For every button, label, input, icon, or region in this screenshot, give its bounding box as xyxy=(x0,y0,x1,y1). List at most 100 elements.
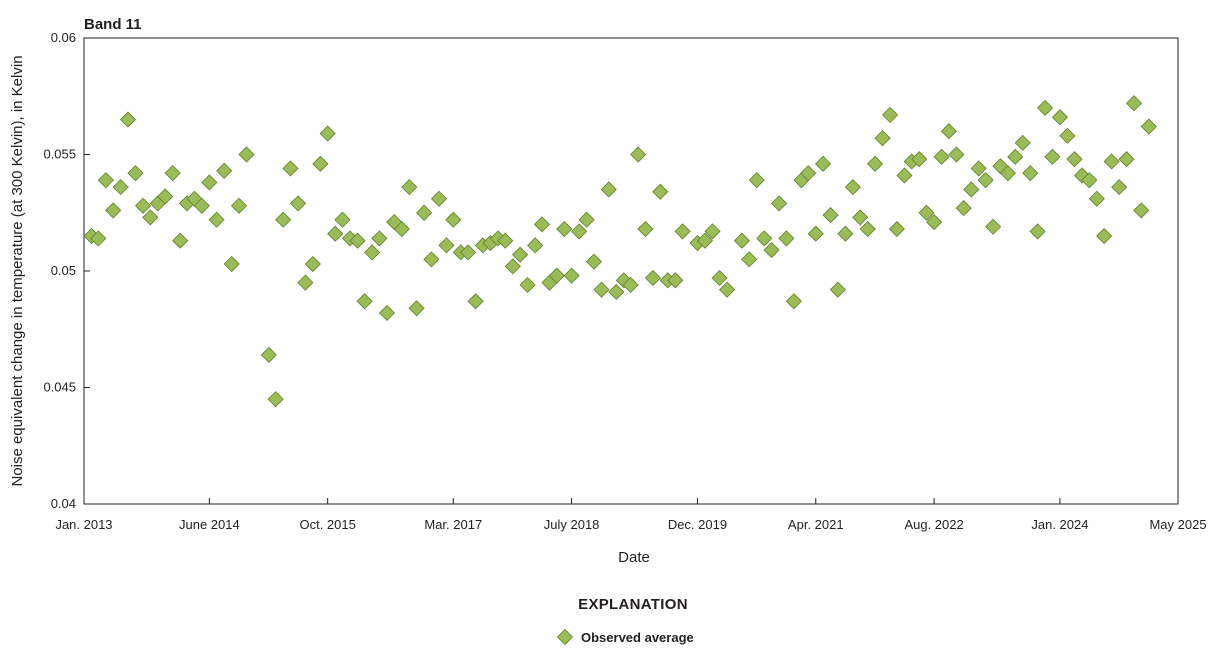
data-point xyxy=(193,197,210,214)
y-axis-title: Noise equivalent change in temperature (… xyxy=(9,55,26,486)
data-point xyxy=(230,197,248,214)
data-point xyxy=(267,391,284,408)
data-point xyxy=(356,293,373,310)
data-point xyxy=(741,251,758,268)
data-point xyxy=(814,155,832,172)
data-point xyxy=(859,220,876,238)
data-point xyxy=(127,165,144,182)
data-point xyxy=(164,165,181,182)
data-point xyxy=(807,225,824,242)
data-point xyxy=(1088,190,1105,207)
data-point xyxy=(1103,153,1120,170)
data-point xyxy=(289,195,307,212)
x-tick-label: May 2025 xyxy=(1149,517,1206,532)
data-point xyxy=(319,125,336,142)
data-point xyxy=(829,281,846,298)
data-point xyxy=(571,223,588,240)
y-tick-label: 0.05 xyxy=(51,263,76,278)
data-point xyxy=(1014,134,1031,151)
data-point xyxy=(112,179,129,196)
legend-marker-shape xyxy=(556,628,574,646)
y-tick-label: 0.06 xyxy=(51,30,76,45)
data-point xyxy=(423,251,440,268)
legend-label-observed-average: Observed average xyxy=(581,630,694,645)
data-point xyxy=(955,200,972,217)
data-point xyxy=(548,267,565,284)
data-point xyxy=(312,155,329,172)
data-point xyxy=(896,167,913,184)
data-point xyxy=(667,272,684,289)
data-point xyxy=(208,211,225,228)
data-point xyxy=(527,237,544,254)
data-point xyxy=(216,162,233,179)
data-point xyxy=(504,258,521,275)
data-point xyxy=(327,225,344,242)
data-point xyxy=(1111,179,1128,196)
data-point xyxy=(940,123,957,140)
x-axis-title: Date xyxy=(618,549,650,566)
data-point xyxy=(1007,148,1024,165)
data-point xyxy=(556,220,573,238)
data-point xyxy=(837,225,854,242)
data-point xyxy=(401,179,418,196)
data-point xyxy=(985,218,1002,235)
y-axis: 0.04 0.045 0.05 0.055 0.06 xyxy=(43,30,90,511)
data-point xyxy=(711,269,728,287)
data-point xyxy=(157,188,174,205)
data-point xyxy=(822,207,839,224)
data-point xyxy=(563,267,580,284)
data-point xyxy=(600,181,617,198)
data-point xyxy=(1051,109,1068,126)
data-point xyxy=(371,230,388,247)
x-tick-label: Jan. 2024 xyxy=(1031,517,1088,532)
y-tick-label: 0.055 xyxy=(43,147,76,162)
legend: EXPLANATION Observed average xyxy=(556,596,694,646)
x-tick-label: Apr. 2021 xyxy=(788,517,844,532)
data-point xyxy=(608,283,625,301)
legend-title: EXPLANATION xyxy=(578,596,688,613)
data-point xyxy=(1044,148,1061,165)
x-tick-label: Jan. 2013 xyxy=(55,517,112,532)
data-point xyxy=(97,172,114,189)
data-point xyxy=(260,346,277,363)
data-point xyxy=(918,204,935,221)
y-tick-label: 0.045 xyxy=(43,380,76,395)
data-point xyxy=(963,181,980,198)
data-point xyxy=(172,232,189,249)
data-point xyxy=(142,209,159,226)
data-point xyxy=(1096,227,1113,245)
data-point xyxy=(785,293,802,310)
data-point xyxy=(733,232,750,249)
data-point xyxy=(933,148,950,165)
data-point xyxy=(585,253,603,270)
x-axis: Jan. 2013 June 2014 Oct. 2015 Mar. 2017 July… xyxy=(55,498,1207,532)
data-point xyxy=(719,281,736,298)
data-point xyxy=(119,111,137,128)
data-point xyxy=(674,223,691,240)
data-point xyxy=(438,237,455,254)
data-point xyxy=(512,246,529,263)
y-tick-label: 0.04 xyxy=(51,496,76,511)
data-point xyxy=(948,146,965,163)
data-point xyxy=(1125,95,1143,112)
data-point xyxy=(882,106,899,123)
data-point xyxy=(578,211,595,228)
data-point xyxy=(334,211,351,228)
data-point xyxy=(105,202,122,219)
data-point xyxy=(756,230,773,247)
x-tick-label: July 2018 xyxy=(544,517,600,532)
data-point xyxy=(696,232,714,249)
x-tick-label: Mar. 2017 xyxy=(424,517,482,532)
data-point xyxy=(1081,172,1098,189)
data-point xyxy=(445,211,462,228)
data-point xyxy=(778,230,795,247)
data-point xyxy=(1037,99,1054,116)
data-point xyxy=(134,197,152,214)
x-tick-label: June 2014 xyxy=(179,517,240,532)
chart-title: Band 11 xyxy=(84,16,142,33)
data-point xyxy=(630,146,647,163)
data-point xyxy=(90,230,107,247)
data-point xyxy=(1059,127,1076,144)
data-point xyxy=(866,155,884,172)
data-point xyxy=(364,244,381,261)
